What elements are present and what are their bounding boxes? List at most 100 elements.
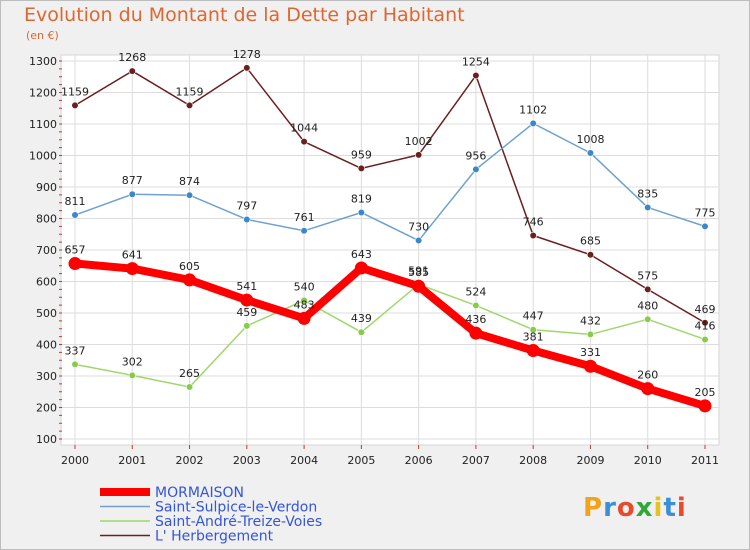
data-label: 260 <box>637 369 658 382</box>
data-label: 480 <box>637 299 658 312</box>
series-line <box>71 259 709 410</box>
data-point <box>701 319 709 327</box>
x-tick-label: 2001 <box>118 454 146 467</box>
y-tick-label: 800 <box>36 213 57 226</box>
y-tick-label: 300 <box>36 370 57 383</box>
data-point <box>701 222 709 230</box>
data-label: 761 <box>294 211 315 224</box>
x-tick-label: 2005 <box>347 454 375 467</box>
series-line <box>74 67 706 324</box>
data-point <box>297 311 311 325</box>
data-point <box>472 165 480 173</box>
data-label: 591 <box>408 264 429 277</box>
data-point <box>354 261 368 275</box>
y-tick-label: 600 <box>36 276 57 289</box>
grid-layer <box>61 55 719 445</box>
data-point <box>71 101 79 110</box>
data-label: 1159 <box>176 85 204 98</box>
x-tick-label: 2011 <box>691 454 719 467</box>
data-point <box>529 231 537 240</box>
y-tick-label: 1100 <box>29 118 57 131</box>
data-label: 797 <box>236 199 257 212</box>
y-tick-label: 1300 <box>29 55 57 68</box>
y-tick-label: 200 <box>36 402 57 415</box>
legend-item-label: L' Herbergement <box>155 529 274 545</box>
data-point <box>644 315 652 323</box>
y-tick-label: 1000 <box>29 150 57 163</box>
x-tick-label: 2006 <box>405 454 433 467</box>
data-point <box>357 208 365 217</box>
data-point <box>412 279 426 293</box>
data-label: 775 <box>695 206 716 219</box>
data-point <box>698 399 712 413</box>
chart-title: Evolution du Montant de la Dette par Hab… <box>24 4 465 26</box>
data-point <box>185 101 194 110</box>
data-point <box>185 383 194 391</box>
data-label: 959 <box>351 148 372 161</box>
y-tick-label: 900 <box>36 181 57 194</box>
data-point <box>644 203 652 212</box>
data-label: 575 <box>637 269 658 282</box>
data-point <box>641 382 655 396</box>
data-label: 265 <box>179 367 200 380</box>
data-point <box>243 215 251 224</box>
series-line <box>74 122 706 242</box>
x-tick-label: 2007 <box>462 454 490 467</box>
data-label: 585 <box>408 266 429 279</box>
data-label: 205 <box>695 386 716 399</box>
data-point <box>128 67 136 75</box>
data-point <box>243 322 251 330</box>
data-point <box>71 360 79 368</box>
data-point <box>586 149 595 157</box>
data-point <box>469 326 483 340</box>
data-label: 483 <box>294 298 315 311</box>
data-point <box>415 236 423 245</box>
data-point <box>583 359 597 373</box>
y-tick-label: 700 <box>36 244 57 257</box>
data-point <box>586 330 595 339</box>
data-label: 337 <box>65 344 86 357</box>
legend-item-label: MORMAISON <box>155 485 244 501</box>
series-layer <box>68 64 712 413</box>
legend-item-label: Saint-Sulpice-le-Verdon <box>155 500 317 516</box>
data-label: 439 <box>351 312 372 325</box>
data-point <box>183 273 197 287</box>
legend: MORMAISONSaint-Sulpice-le-VerdonSaint-An… <box>100 485 322 545</box>
data-label: 541 <box>236 280 257 293</box>
data-point <box>526 343 540 357</box>
data-point <box>300 138 308 146</box>
data-point <box>586 251 595 259</box>
data-label: 819 <box>351 193 372 206</box>
data-point <box>300 227 308 235</box>
data-point <box>243 64 251 72</box>
y-tick-label: 400 <box>36 339 57 352</box>
data-label: 1102 <box>519 103 547 116</box>
svg-text:Proxiti: Proxiti <box>583 493 687 523</box>
data-label: 1159 <box>61 85 89 98</box>
data-label: 641 <box>122 249 143 262</box>
x-tick-label: 2002 <box>176 454 204 467</box>
data-label: 657 <box>65 244 86 257</box>
chart-subtitle: (en €) <box>26 29 59 42</box>
data-label: 643 <box>351 248 372 261</box>
y-tick-label: 100 <box>36 433 57 446</box>
data-point <box>68 257 82 271</box>
y-tick-label: 1200 <box>29 87 57 100</box>
x-tick-label: 2008 <box>519 454 547 467</box>
data-label: 685 <box>580 235 601 248</box>
data-label: 877 <box>122 174 143 187</box>
data-point <box>357 328 365 336</box>
axis-layer: 100 200 300 400 500 600 700 800 900 1000 1100 1200 1… <box>29 55 719 467</box>
data-label: 331 <box>580 346 601 359</box>
data-point <box>472 71 480 80</box>
data-label: 1254 <box>462 55 490 68</box>
data-point <box>529 326 537 334</box>
data-label: 416 <box>695 319 716 332</box>
x-tick-label: 2009 <box>576 454 604 467</box>
data-point <box>128 190 136 198</box>
data-label: 432 <box>580 314 601 327</box>
data-point <box>415 151 423 159</box>
data-label: 835 <box>637 187 658 200</box>
data-point <box>701 335 709 344</box>
